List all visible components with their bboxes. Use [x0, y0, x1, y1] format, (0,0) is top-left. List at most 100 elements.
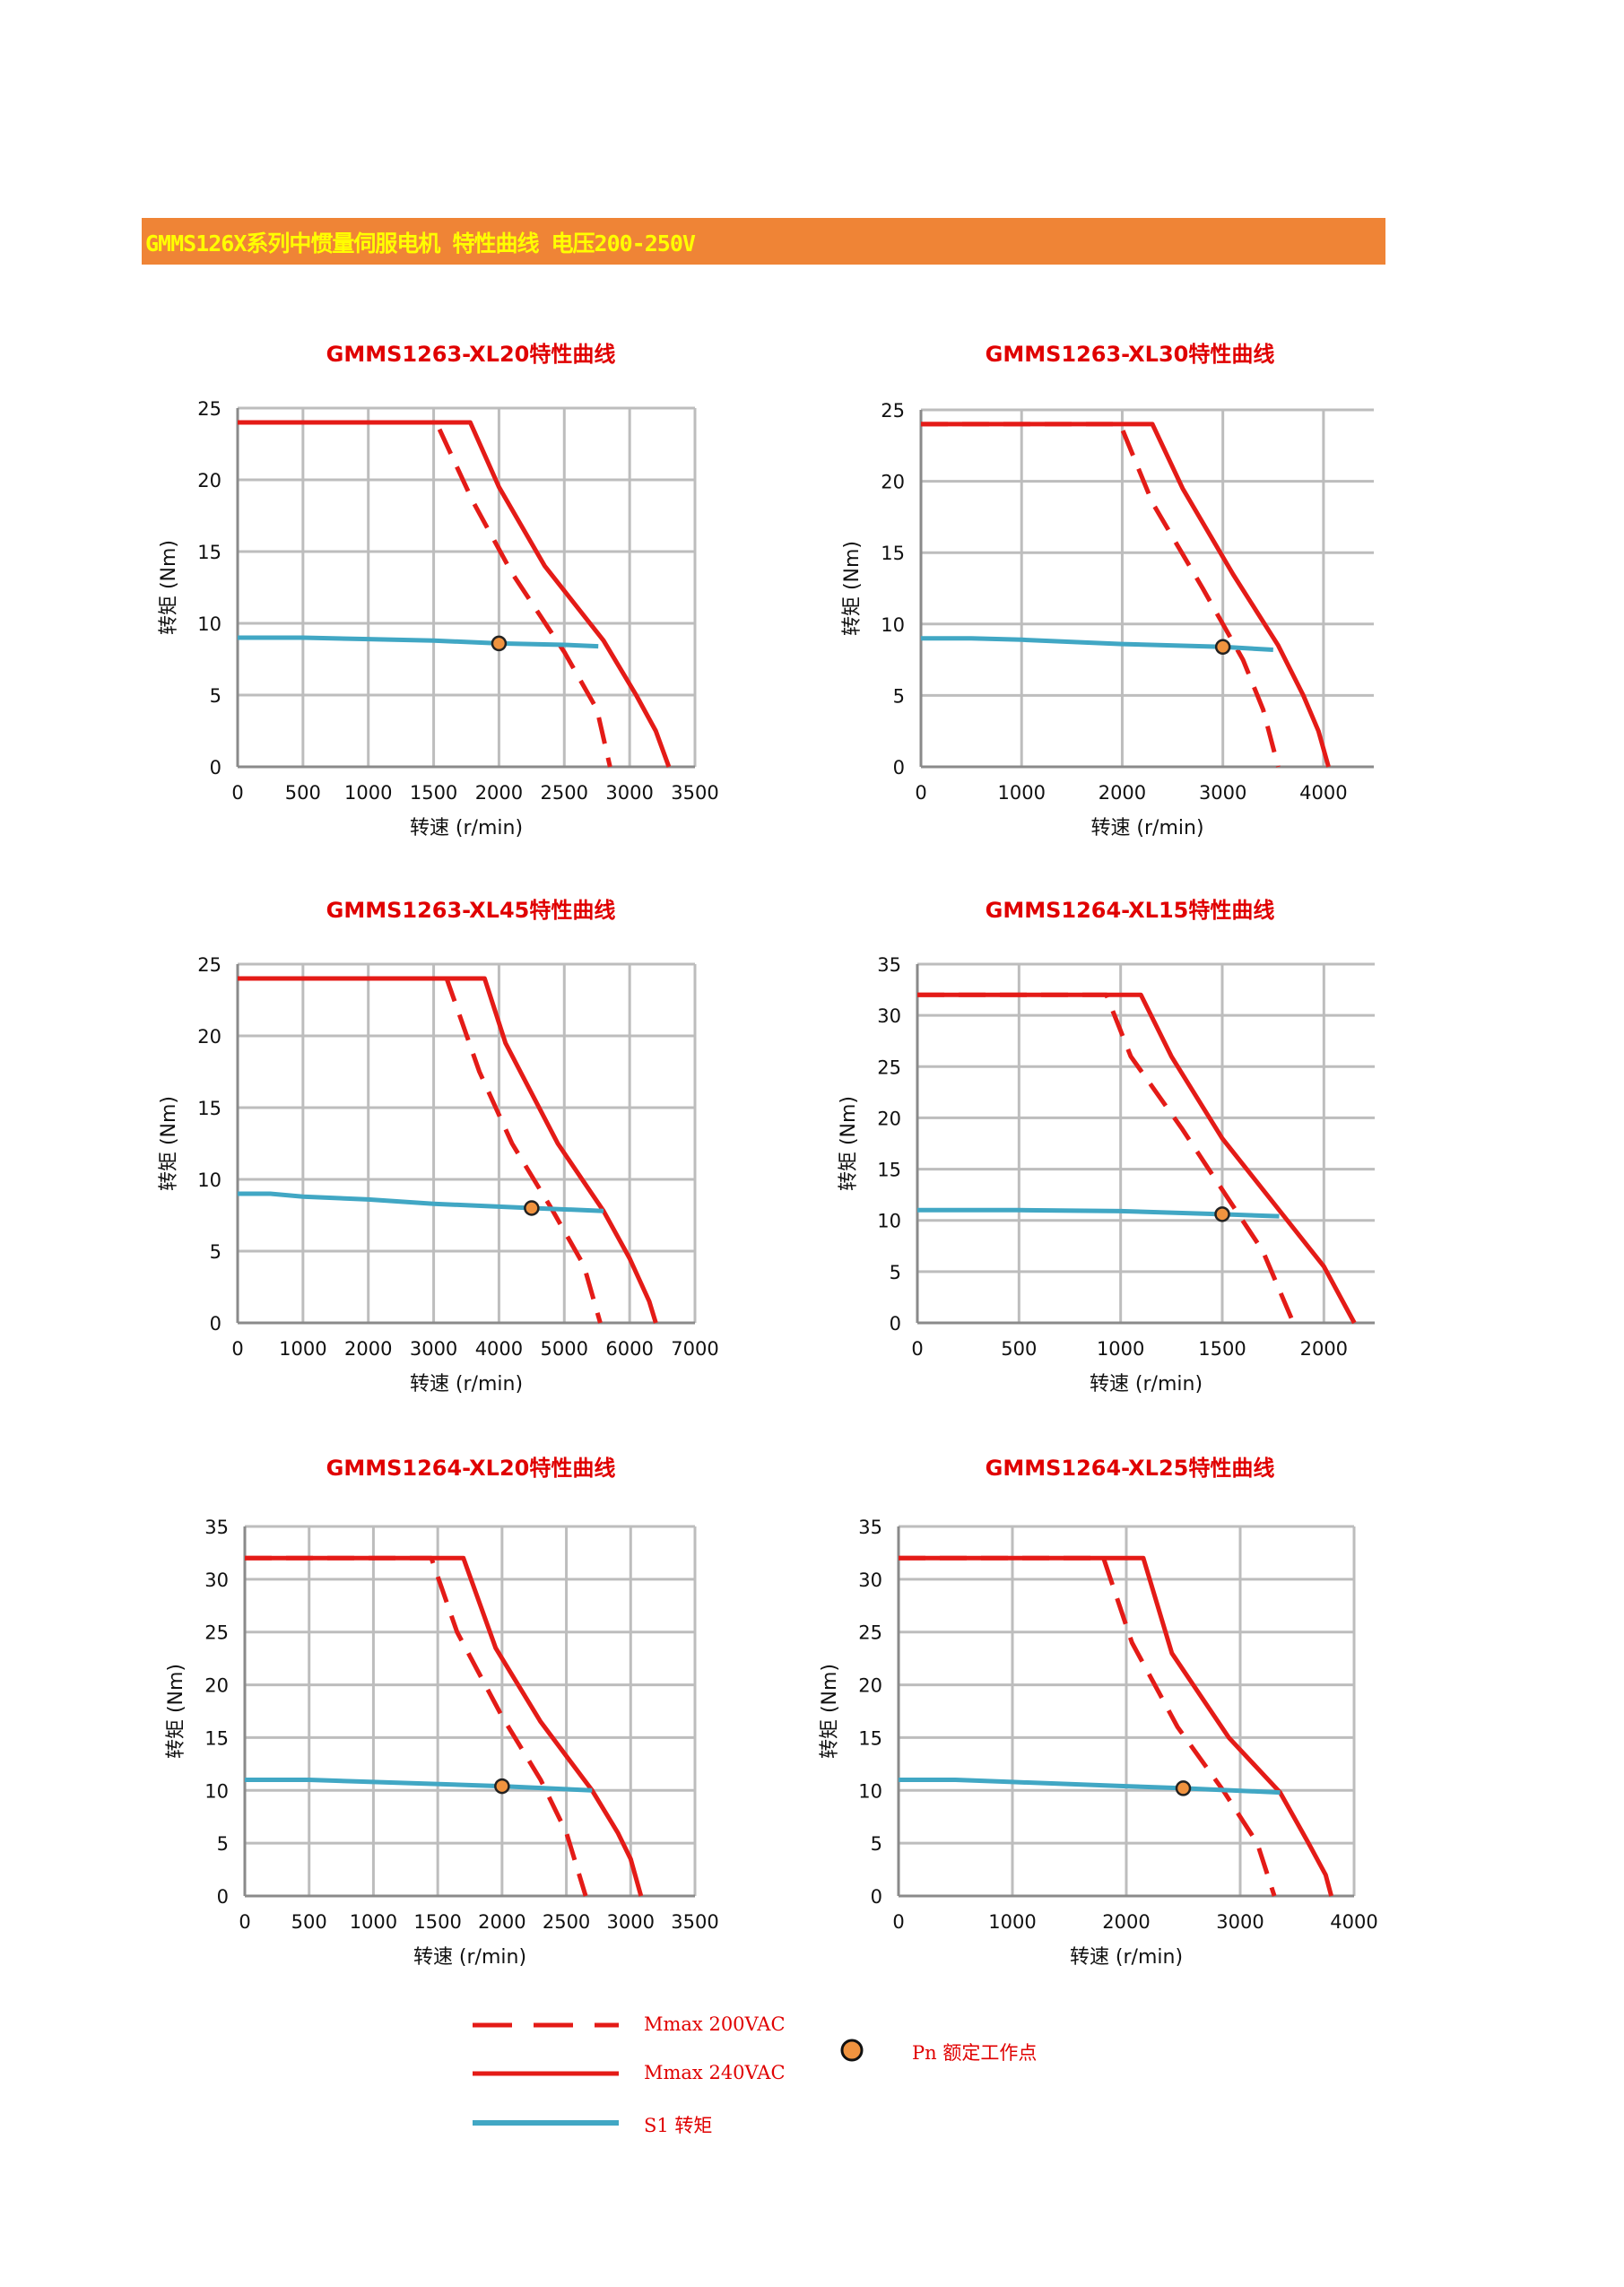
x-tick-label: 0 — [231, 1338, 243, 1360]
y-tick-label: 20 — [197, 470, 221, 491]
y-axis-label: 转矩 (Nm) — [819, 1664, 841, 1759]
x-tick-label: 0 — [892, 1911, 904, 1933]
x-tick-label: 0 — [231, 782, 243, 804]
x-tick-label: 6000 — [605, 1338, 653, 1360]
rated-point — [1214, 1206, 1230, 1222]
x-tick-label: 3000 — [1199, 782, 1246, 804]
series-mmax-200vac — [921, 422, 1281, 768]
rated-point — [491, 635, 508, 652]
x-tick-label: 5000 — [541, 1338, 588, 1360]
y-axis-label: 转矩 (Nm) — [165, 1664, 187, 1759]
rated-point — [1214, 639, 1231, 656]
y-tick-label: 25 — [204, 1622, 229, 1644]
rated-point — [524, 1200, 540, 1216]
y-tick-label: 20 — [204, 1675, 229, 1697]
chart-title: GMMS1264-XL25特性曲线 — [986, 1456, 1275, 1481]
y-tick-label: 20 — [881, 472, 905, 493]
y-tick-label: 25 — [858, 1622, 882, 1644]
x-tick-label: 2500 — [541, 782, 588, 804]
rated-point — [494, 1778, 510, 1795]
series-s1-torque — [238, 635, 599, 649]
series-mmax-240vac — [238, 420, 672, 768]
series-s1-torque — [899, 1778, 1281, 1796]
x-tick-label: 2000 — [1099, 782, 1146, 804]
y-tick-label: 10 — [858, 1780, 882, 1802]
header-title: GMMS126X系列中惯量伺服电机 特性曲线 电压200-250V — [145, 230, 696, 257]
x-tick-label: 3000 — [1216, 1911, 1264, 1933]
y-tick-label: 0 — [893, 757, 905, 778]
series-mmax-240vac — [238, 976, 658, 1324]
y-tick-label: 20 — [858, 1675, 882, 1697]
series-s1-torque — [921, 636, 1273, 652]
x-tick-label: 1500 — [1198, 1338, 1246, 1360]
y-tick-label: 15 — [858, 1727, 882, 1749]
x-axis-label: 转速 (r/min) — [1090, 817, 1203, 839]
y-tick-label: 15 — [204, 1727, 229, 1749]
x-tick-label: 4000 — [1330, 1911, 1377, 1933]
chart-title: GMMS1263-XL20特性曲线 — [326, 342, 616, 367]
y-axis-label: 转矩 (Nm) — [838, 1096, 860, 1191]
x-tick-label: 1000 — [279, 1338, 326, 1360]
y-tick-label: 25 — [877, 1057, 901, 1078]
y-tick-label: 35 — [204, 1517, 229, 1538]
x-tick-label: 2000 — [1102, 1911, 1150, 1933]
y-axis-label: 转矩 (Nm) — [841, 541, 864, 636]
y-tick-label: 15 — [197, 1098, 221, 1119]
rated-point — [1175, 1780, 1192, 1796]
x-tick-label: 3500 — [671, 1911, 718, 1933]
y-axis-label: 转矩 (Nm) — [158, 1096, 180, 1191]
x-tick-label: 1000 — [344, 782, 392, 804]
y-tick-label: 5 — [890, 1262, 901, 1283]
x-tick-label: 3000 — [605, 782, 653, 804]
y-tick-label: 0 — [871, 1886, 882, 1908]
y-tick-label: 0 — [217, 1886, 229, 1908]
x-tick-label: 1000 — [988, 1911, 1036, 1933]
y-tick-label: 35 — [877, 954, 901, 976]
chart-title: GMMS1263-XL30特性曲线 — [986, 342, 1275, 367]
series-mmax-240vac — [921, 422, 1331, 768]
y-tick-label: 15 — [197, 542, 221, 563]
series-mmax-240vac — [917, 992, 1357, 1325]
y-tick-label: 35 — [858, 1517, 882, 1538]
x-tick-label: 1000 — [997, 782, 1045, 804]
x-tick-label: 2500 — [543, 1911, 590, 1933]
y-tick-label: 5 — [893, 685, 905, 707]
x-tick-label: 2000 — [1300, 1338, 1348, 1360]
x-tick-label: 3000 — [607, 1911, 655, 1933]
y-tick-label: 25 — [197, 398, 221, 420]
series-mmax-240vac — [899, 1555, 1334, 1897]
chart-title: GMMS1263-XL45特性曲线 — [326, 898, 616, 923]
x-axis-label: 转速 (r/min) — [413, 1946, 526, 1969]
x-tick-label: 1500 — [413, 1911, 461, 1933]
y-tick-label: 0 — [890, 1313, 901, 1335]
y-tick-label: 10 — [877, 1211, 901, 1232]
y-tick-label: 10 — [197, 613, 221, 635]
x-tick-label: 1500 — [410, 782, 457, 804]
x-axis-label: 转速 (r/min) — [410, 1373, 523, 1396]
series-s1-torque — [245, 1778, 593, 1793]
y-tick-label: 5 — [210, 685, 221, 707]
y-tick-label: 0 — [210, 757, 221, 778]
x-tick-label: 3000 — [410, 1338, 457, 1360]
x-tick-label: 1000 — [350, 1911, 397, 1933]
x-tick-label: 3500 — [671, 782, 718, 804]
y-tick-label: 10 — [881, 614, 905, 636]
x-tick-label: 2000 — [475, 782, 523, 804]
x-tick-label: 0 — [911, 1338, 923, 1360]
header-banner: GMMS126X系列中惯量伺服电机 特性曲线 电压200-250V — [142, 218, 1385, 265]
y-tick-label: 20 — [197, 1026, 221, 1048]
x-tick-label: 1000 — [1097, 1338, 1144, 1360]
y-tick-label: 10 — [204, 1780, 229, 1802]
x-tick-label: 500 — [285, 782, 321, 804]
y-tick-label: 5 — [217, 1833, 229, 1855]
y-tick-label: 20 — [877, 1108, 901, 1129]
x-axis-label: 转速 (r/min) — [1070, 1946, 1183, 1969]
y-axis-label: 转矩 (Nm) — [158, 540, 180, 635]
x-tick-label: 2000 — [344, 1338, 392, 1360]
y-tick-label: 5 — [871, 1833, 882, 1855]
